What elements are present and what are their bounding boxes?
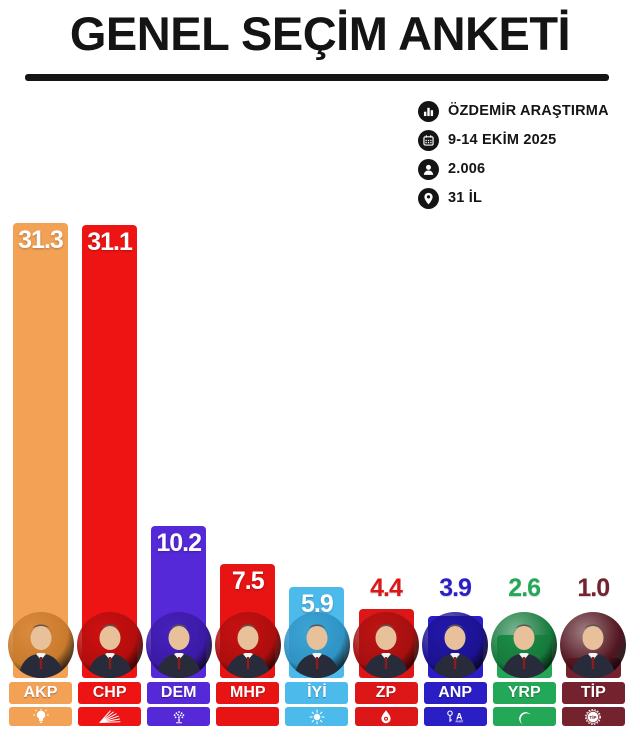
- leader-photo: [145, 612, 212, 678]
- party-logo-drop: [354, 707, 418, 726]
- leader-photo: [491, 612, 558, 678]
- bar-value-label: 10.2: [156, 528, 202, 557]
- info-row: 9-14 EKİM 2025: [418, 129, 628, 151]
- party-name-badge: AKP: [9, 682, 72, 704]
- info-row: 2.006: [418, 158, 628, 180]
- party-logo-crescent: [492, 707, 556, 726]
- leader-photo: [422, 612, 489, 678]
- bar-value-label: 7.5: [231, 567, 265, 596]
- bar-value-label: 1.0: [577, 574, 610, 602]
- title-underline: [25, 74, 609, 81]
- party-bar: [82, 225, 138, 678]
- page-title: GENEL SEÇİM ANKETİ: [69, 7, 571, 60]
- leader-photo: [353, 612, 419, 678]
- leader-photo: [76, 612, 143, 678]
- bar-value-label: 2.6: [508, 574, 541, 602]
- party-name-badge: CHP: [78, 682, 142, 704]
- party-logo-sun: [285, 707, 349, 726]
- party-name-badge: ANP: [423, 682, 487, 704]
- bar-chart-icon: [418, 100, 439, 122]
- leader-photo: [283, 612, 350, 678]
- leader-photo: [560, 612, 627, 678]
- bar-value-label: 4.4: [370, 574, 403, 602]
- info-label: 2.006: [448, 161, 486, 177]
- party-name-badge: İYİ: [285, 682, 349, 704]
- leader-photo: [7, 612, 74, 678]
- info-label: 9-14 EKİM 2025: [448, 132, 557, 148]
- person-icon: [418, 158, 439, 180]
- info-row: 31 İL: [418, 187, 628, 209]
- party-name-badge: DEM: [147, 682, 211, 704]
- party-name-badge: MHP: [216, 682, 280, 704]
- bar-value-label: 31.1: [87, 228, 133, 257]
- party-logo-tree: [147, 707, 211, 726]
- location-pin-icon: [418, 187, 439, 209]
- party-logo-three-crescents: [216, 707, 280, 726]
- party-name-badge: ZP: [354, 682, 418, 704]
- party-name-badge: TİP: [561, 682, 625, 704]
- svg-text:A: A: [456, 711, 463, 721]
- party-logo-tip-emblem: TİP: [561, 707, 625, 726]
- info-label: 31 İL: [448, 190, 483, 206]
- svg-text:PARTİ: PARTİ: [456, 718, 464, 723]
- info-label: ÖZDEMİR ARAŞTIRMA: [448, 103, 609, 119]
- bar-value-label: 3.9: [439, 574, 472, 602]
- info-panel: ÖZDEMİR ARAŞTIRMA 9-14 EKİM 2025 2.006 3…: [418, 100, 628, 216]
- party-name-badge: YRP: [492, 682, 556, 704]
- party-logo-key: A PARTİ: [423, 707, 487, 726]
- bar-value-label: 31.3: [18, 225, 64, 254]
- party-bar: [13, 222, 68, 678]
- info-row: ÖZDEMİR ARAŞTIRMA: [418, 100, 628, 122]
- svg-text:TİP: TİP: [590, 714, 597, 720]
- party-logo-bulb: [9, 707, 72, 726]
- party-logo-six-arrows: [78, 707, 142, 726]
- leader-photo: [214, 612, 281, 678]
- calendar-icon: [418, 129, 439, 151]
